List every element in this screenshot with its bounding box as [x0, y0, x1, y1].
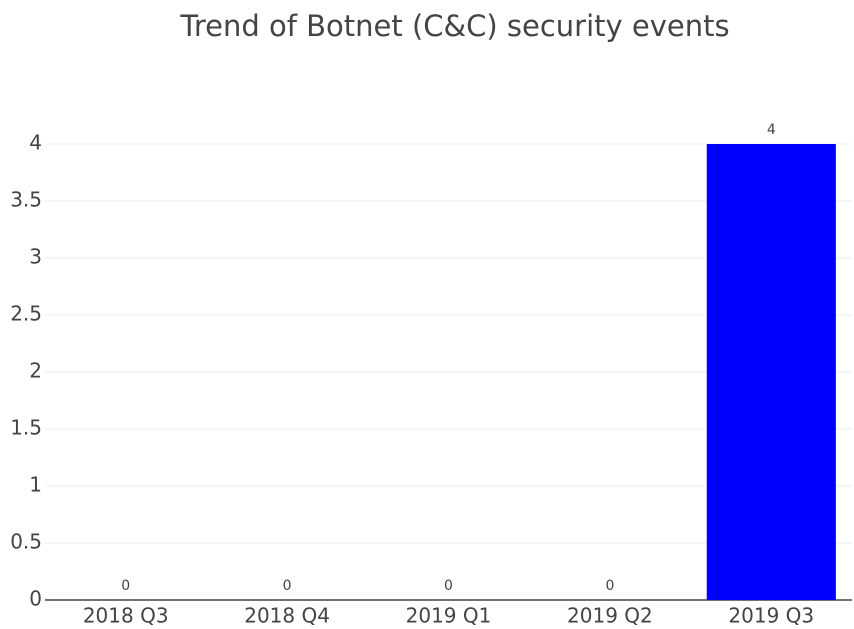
value-label: 4 — [767, 122, 776, 138]
y-tick-label: 1.5 — [10, 416, 42, 440]
y-tick-label: 2.5 — [10, 302, 42, 326]
value-label: 0 — [283, 578, 292, 594]
y-tick-label: 4 — [29, 131, 42, 155]
y-tick-label: 3 — [29, 245, 42, 269]
value-label: 0 — [121, 578, 130, 594]
chart-title: Trend of Botnet (C&C) security events — [179, 9, 729, 43]
bar — [706, 144, 836, 600]
y-tick-label: 2 — [29, 359, 42, 383]
x-tick-label: 2018 Q3 — [83, 604, 169, 628]
x-tick-label: 2019 Q3 — [728, 604, 814, 628]
x-tick-label: 2018 Q4 — [244, 604, 330, 628]
value-label: 0 — [444, 578, 453, 594]
x-tick-label: 2019 Q1 — [406, 604, 492, 628]
y-tick-label: 3.5 — [10, 188, 42, 212]
value-label: 0 — [605, 578, 614, 594]
x-tick-label: 2019 Q2 — [567, 604, 653, 628]
y-tick-label: 0.5 — [10, 530, 42, 554]
y-tick-label: 0 — [29, 587, 42, 611]
y-tick-label: 1 — [29, 473, 42, 497]
